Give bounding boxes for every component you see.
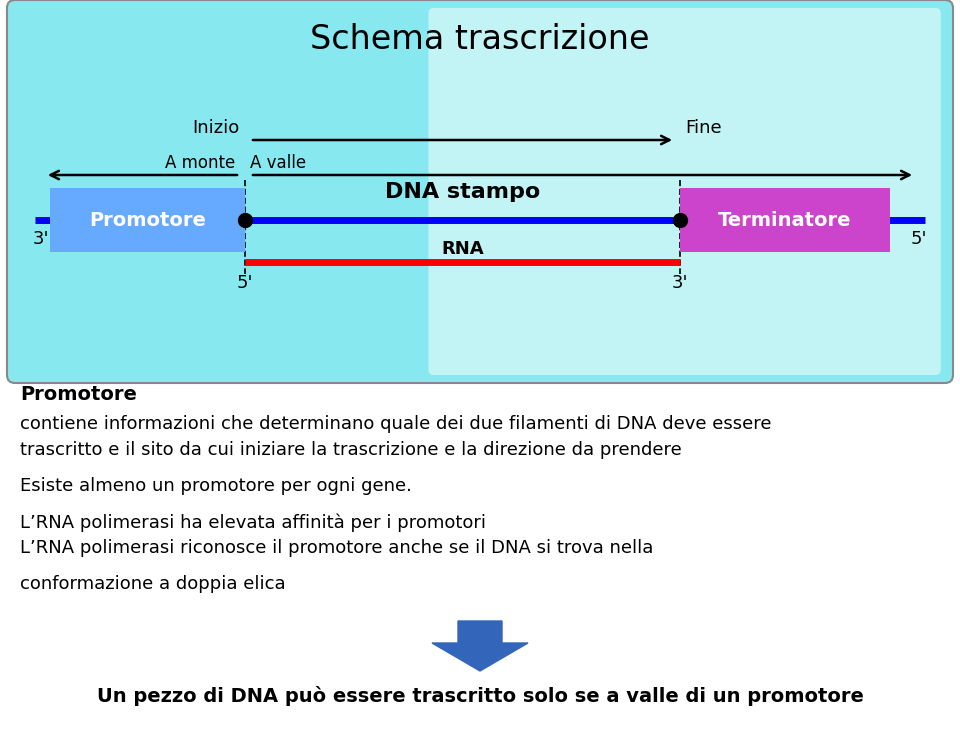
Text: contiene informazioni che determinano quale dei due filamenti di DNA deve essere: contiene informazioni che determinano qu… [20, 415, 772, 433]
Text: 3': 3' [33, 230, 50, 248]
Text: Inizio: Inizio [193, 119, 240, 137]
Text: L’RNA polimerasi ha elevata affinità per i promotori: L’RNA polimerasi ha elevata affinità per… [20, 513, 486, 532]
Text: L’RNA polimerasi riconosce il promotore anche se il DNA si trova nella: L’RNA polimerasi riconosce il promotore … [20, 539, 654, 557]
Text: DNA stampo: DNA stampo [385, 182, 540, 202]
Bar [50, 188, 245, 252]
Text: Promotore: Promotore [89, 211, 206, 230]
Text: A valle: A valle [250, 154, 306, 172]
Text: conformazione a doppia elica: conformazione a doppia elica [20, 575, 286, 593]
Text: A monte: A monte [165, 154, 235, 172]
Text: Fine: Fine [685, 119, 722, 137]
Text: Un pezzo di DNA può essere trascritto solo se a valle di un promotore: Un pezzo di DNA può essere trascritto so… [97, 686, 863, 706]
Text: 5': 5' [237, 274, 253, 292]
Text: 5': 5' [910, 230, 927, 248]
FancyBboxPatch shape [7, 0, 953, 383]
Text: Terminatore: Terminatore [718, 211, 852, 230]
Text: trascritto e il sito da cui iniziare la trascrizione e la direzione da prendere: trascritto e il sito da cui iniziare la … [20, 441, 682, 459]
Text: Esiste almeno un promotore per ogni gene.: Esiste almeno un promotore per ogni gene… [20, 477, 412, 495]
Text: 3': 3' [672, 274, 688, 292]
Text: Promotore: Promotore [20, 385, 137, 404]
FancyBboxPatch shape [428, 8, 941, 375]
Bar [680, 188, 890, 252]
Polygon shape [432, 621, 528, 671]
Text: RNA: RNA [442, 240, 484, 258]
Text: Schema trascrizione: Schema trascrizione [310, 23, 650, 56]
